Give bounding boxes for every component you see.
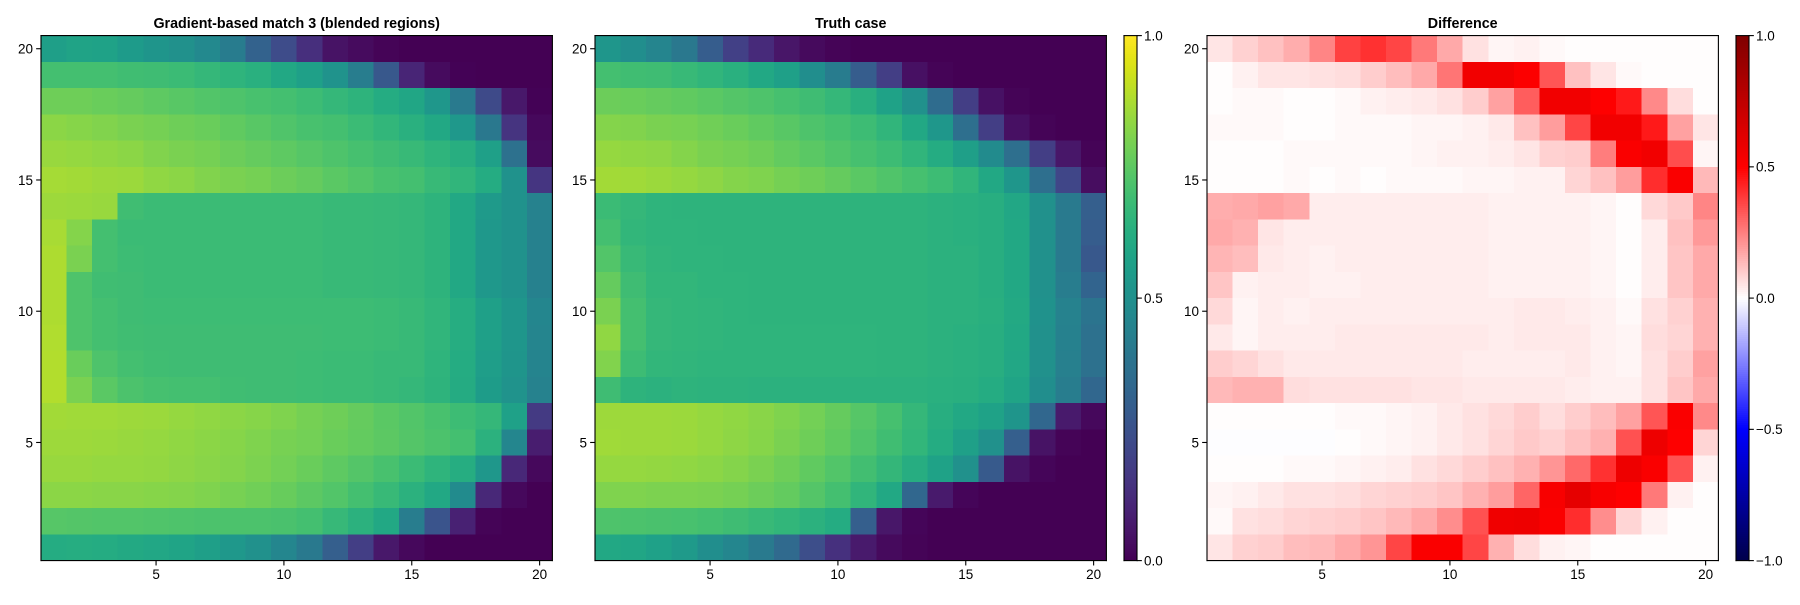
svg-text:5: 5 — [706, 567, 714, 582]
svg-text:15: 15 — [1184, 173, 1199, 188]
svg-text:20: 20 — [532, 567, 547, 582]
svg-text:5: 5 — [1318, 567, 1326, 582]
svg-text:15: 15 — [1570, 567, 1585, 582]
svg-text:10: 10 — [276, 567, 291, 582]
svg-text:1.0: 1.0 — [1144, 28, 1163, 43]
svg-text:Difference: Difference — [1428, 16, 1498, 32]
svg-text:15: 15 — [404, 567, 419, 582]
svg-text:5: 5 — [25, 435, 32, 450]
svg-text:10: 10 — [572, 304, 587, 319]
svg-text:10: 10 — [1184, 304, 1199, 319]
svg-text:1.0: 1.0 — [1756, 28, 1775, 43]
svg-text:20: 20 — [18, 42, 33, 57]
svg-text:0.5: 0.5 — [1756, 160, 1775, 175]
svg-text:20: 20 — [1698, 567, 1713, 582]
svg-text:10: 10 — [18, 304, 33, 319]
svg-text:5: 5 — [152, 567, 160, 582]
svg-text:10: 10 — [830, 567, 845, 582]
svg-text:20: 20 — [1184, 42, 1199, 57]
svg-text:15: 15 — [958, 567, 973, 582]
svg-text:Gradient-based match 3 (blende: Gradient-based match 3 (blended regions) — [153, 16, 440, 32]
svg-text:20: 20 — [1086, 567, 1101, 582]
svg-text:20: 20 — [572, 42, 587, 57]
svg-text:15: 15 — [572, 173, 587, 188]
svg-text:0.0: 0.0 — [1144, 553, 1163, 568]
svg-text:−0.5: −0.5 — [1756, 422, 1783, 437]
svg-text:5: 5 — [580, 435, 588, 450]
svg-text:15: 15 — [18, 173, 33, 188]
svg-text:0.5: 0.5 — [1144, 291, 1163, 306]
svg-text:−1.0: −1.0 — [1756, 553, 1783, 568]
svg-text:10: 10 — [1442, 567, 1457, 582]
svg-text:Truth case: Truth case — [815, 16, 886, 32]
svg-text:5: 5 — [1191, 435, 1199, 450]
svg-text:0.0: 0.0 — [1756, 291, 1775, 306]
